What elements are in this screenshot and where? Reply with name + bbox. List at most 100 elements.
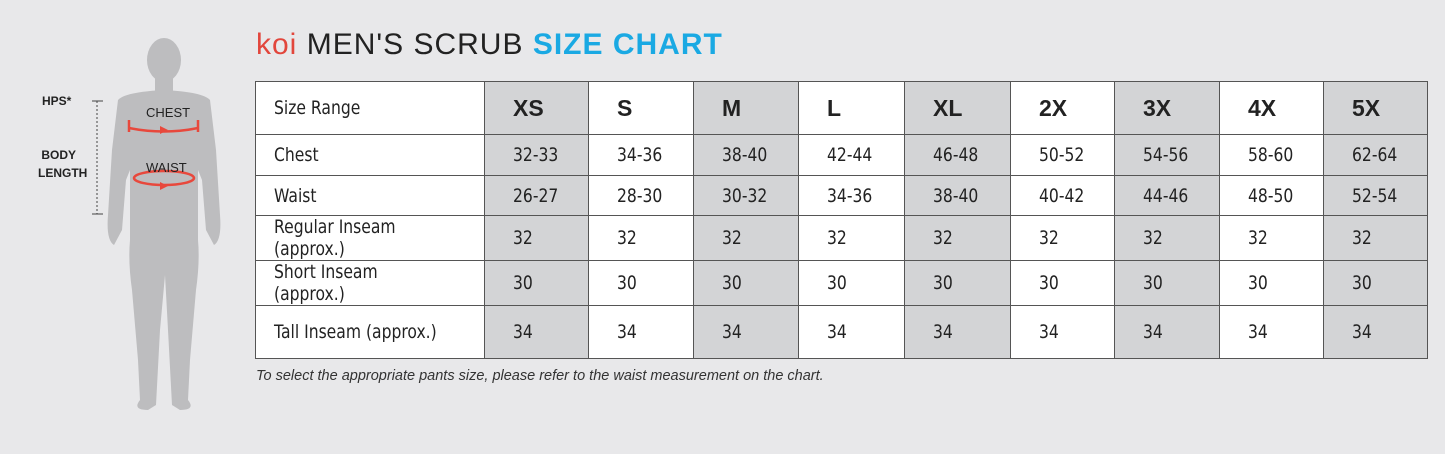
table-cell: 52-54 (1323, 175, 1428, 216)
table-cell: 30 (693, 260, 799, 306)
size-label: L (827, 94, 842, 121)
cell-value: 34 (1352, 321, 1372, 343)
waist-label: WAIST (146, 160, 187, 175)
row-label: Tall Inseam (approx.) (255, 305, 485, 359)
body-length-label: BODY LENGTH (38, 148, 88, 180)
cell-value: 34 (933, 321, 953, 343)
row-label-text: Regular Inseam (approx.) (274, 216, 396, 260)
cell-value: 34 (1143, 321, 1163, 343)
size-header-xs: XS (484, 81, 589, 135)
cell-value: 30 (1039, 272, 1059, 294)
size-label: XS (513, 94, 544, 121)
table-cell: 34 (798, 305, 905, 359)
table-cell: 32 (484, 215, 589, 261)
table-cell: 32 (1323, 215, 1428, 261)
table-cell: 40-42 (1010, 175, 1115, 216)
table-cell: 34 (588, 305, 694, 359)
row-label-text: Short Inseam (approx.) (274, 261, 378, 305)
cell-value: 34 (1248, 321, 1268, 343)
cell-value: 30 (933, 272, 953, 294)
cell-value: 30 (1352, 272, 1372, 294)
table-cell: 32 (1010, 215, 1115, 261)
cell-value: 32 (827, 227, 847, 249)
cell-value: 34 (1039, 321, 1059, 343)
table-cell: 38-40 (904, 175, 1011, 216)
cell-value: 42-44 (827, 144, 873, 166)
cell-value: 52-54 (1352, 184, 1398, 207)
row-label-text: Tall Inseam (approx.) (274, 321, 437, 343)
table-cell: 32-33 (484, 134, 589, 176)
size-label: 4X (1248, 94, 1277, 121)
cell-value: 30 (513, 272, 533, 294)
cell-value: 30 (617, 272, 637, 294)
table-cell: 30 (1114, 260, 1220, 306)
table-cell: 32 (588, 215, 694, 261)
header-label-text: Size Range (274, 97, 361, 119)
table-row: Waist 26-27 28-30 30-32 34-36 38-40 40-42 44-46… (255, 175, 1428, 216)
table-cell: 32 (693, 215, 799, 261)
size-header-l: L (798, 81, 905, 135)
cell-value: 30 (827, 272, 847, 294)
cell-value: 30 (1248, 272, 1268, 294)
size-label: XL (933, 94, 963, 121)
cell-value: 34 (617, 321, 637, 343)
size-header-4x: 4X (1219, 81, 1324, 135)
cell-value: 34 (513, 321, 533, 343)
table-cell: 34-36 (588, 134, 694, 176)
cell-value: 26-27 (513, 184, 559, 207)
table-cell: 44-46 (1114, 175, 1220, 216)
size-label: M (722, 94, 742, 121)
size-header-xl: XL (904, 81, 1011, 135)
hps-label: HPS* (42, 94, 72, 108)
size-chart-table: Size Range XS S M L XL 2X 3X 4X 5X Chest 32-33 34-3… (255, 81, 1428, 359)
cell-value: 40-42 (1039, 184, 1085, 207)
table-cell: 26-27 (484, 175, 589, 216)
table-cell: 48-50 (1219, 175, 1324, 216)
table-row: Chest 32-33 34-36 38-40 42-44 46-48 50-52 54-56… (255, 134, 1428, 176)
table-cell: 32 (1114, 215, 1220, 261)
cell-value: 34-36 (827, 184, 873, 207)
title-main: MEN'S SCRUB (306, 28, 524, 61)
human-silhouette-icon (92, 38, 221, 410)
row-label: Waist (255, 175, 485, 216)
body-measurement-figure: HPS* BODY LENGTH CHEST WAIST (0, 0, 250, 450)
table-cell: 32 (904, 215, 1011, 261)
page-title: koi MEN'S SCRUB SIZE CHART (256, 28, 723, 62)
cell-value: 34 (722, 321, 742, 343)
cell-value: 50-52 (1039, 144, 1085, 166)
cell-value: 28-30 (617, 184, 663, 207)
table-cell: 34 (484, 305, 589, 359)
size-header-3x: 3X (1114, 81, 1220, 135)
brand-logo: koi (256, 28, 298, 61)
cell-value: 32 (722, 227, 742, 249)
table-cell: 58-60 (1219, 134, 1324, 176)
cell-value: 32 (617, 227, 637, 249)
table-cell: 30 (798, 260, 905, 306)
footnote: To select the appropriate pants size, pl… (256, 368, 824, 384)
header-row: Size Range XS S M L XL 2X 3X 4X 5X (255, 81, 1428, 135)
body-label-line2: LENGTH (38, 166, 88, 180)
cell-value: 32 (1248, 227, 1268, 249)
row-label: Chest (255, 134, 485, 176)
cell-value: 32 (933, 227, 953, 249)
cell-value: 48-50 (1248, 184, 1294, 207)
cell-value: 32-33 (513, 144, 559, 166)
table-cell: 32 (798, 215, 905, 261)
table-cell: 30 (484, 260, 589, 306)
cell-value: 54-56 (1143, 144, 1189, 166)
table-cell: 46-48 (904, 134, 1011, 176)
size-label: 3X (1143, 94, 1172, 121)
size-header-m: M (693, 81, 799, 135)
cell-value: 34 (827, 321, 847, 343)
size-header-2x: 2X (1010, 81, 1115, 135)
row-label-text: Waist (274, 184, 317, 207)
table-cell: 30 (1219, 260, 1324, 306)
cell-value: 30 (1143, 272, 1163, 294)
table-cell: 30 (588, 260, 694, 306)
table-cell: 50-52 (1010, 134, 1115, 176)
table-cell: 38-40 (693, 134, 799, 176)
table-row: Tall Inseam (approx.) 34 34 34 34 34 34 34 34 34 (255, 305, 1428, 359)
table-cell: 62-64 (1323, 134, 1428, 176)
row-label-text: Chest (274, 144, 319, 166)
table-cell: 34 (1219, 305, 1324, 359)
